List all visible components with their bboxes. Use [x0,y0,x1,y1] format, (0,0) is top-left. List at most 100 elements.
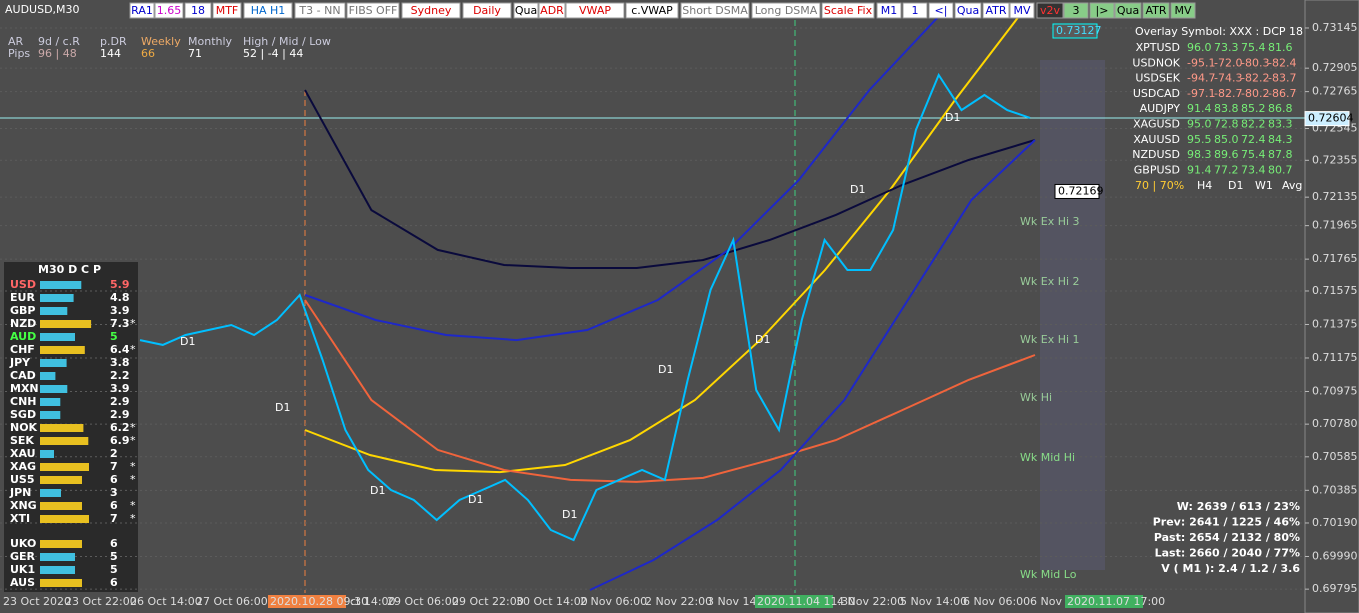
price-marker-box [1054,183,1100,199]
toolbar-button-label[interactable]: MTF [216,4,239,17]
zone-label: Wk Ex Hi 1 [1020,333,1080,346]
toolbar-button-label[interactable]: Long DSMA [755,4,818,17]
toolbar-button-label[interactable]: MV [1013,4,1030,17]
toolbar-button-label[interactable]: M1 [881,4,898,17]
overlay-value: 75.4 [1241,148,1266,161]
toolbar-button-label[interactable]: 18 [191,4,205,17]
overlay-value: -82.2 [1241,72,1269,85]
toolbar-button-label[interactable]: Daily [473,4,501,17]
toolbar-button-label[interactable]: Qua [515,4,537,17]
strength-symbol: GBP [10,304,35,317]
strength-bar [40,437,89,445]
strength-symbol: XAU [10,447,36,460]
toolbar-button[interactable] [1036,2,1064,19]
toolbar-button[interactable] [212,2,242,19]
overlay-value: -82.7 [1214,87,1242,100]
toolbar-button[interactable] [129,2,155,19]
toolbar-button-label[interactable]: <| [935,4,948,17]
toolbar-button[interactable] [243,2,293,19]
toolbar-button[interactable] [928,2,954,19]
curve [589,139,1036,591]
toolbar-button[interactable] [1170,2,1196,19]
overlay-symbol: XAGUSD [1133,118,1180,131]
toolbar-button[interactable] [184,2,212,19]
toolbar-button[interactable] [1114,2,1142,19]
y-tick-label: 0.69795 [1312,582,1358,595]
toolbar-button[interactable] [538,2,566,19]
toolbar-button[interactable] [154,2,184,19]
overlay-value: -86.7 [1268,87,1296,100]
toolbar-button[interactable] [1009,2,1035,19]
toolbar-button[interactable] [1142,2,1170,19]
info-header: AR [8,35,24,48]
stat-line: Prev: 2641 / 1225 / 46% [1153,516,1300,529]
toolbar-button-label[interactable]: RA1 [131,4,153,17]
strength-symbol: SGD [10,408,36,421]
toolbar-button-label[interactable]: MV [1174,4,1191,17]
overlay-value: 72.8 [1214,118,1239,131]
toolbar-button[interactable] [346,2,400,19]
toolbar-button-label[interactable]: Qua [1117,4,1139,17]
toolbar-button[interactable] [902,2,928,19]
toolbar-button[interactable] [513,2,539,19]
overlay-value: 84.3 [1268,133,1293,146]
toolbar-button-label[interactable]: c.VWAP [631,4,673,17]
toolbar-button-label[interactable]: T3 - NN [298,4,340,17]
info-value: 66 [141,47,155,60]
y-tick-label: 0.72905 [1312,61,1358,74]
toolbar-button[interactable] [625,2,679,19]
overlay-value: 91.4 [1187,163,1212,176]
strength-title: M30 D C P [38,263,101,276]
toolbar-button-label[interactable]: Short DSMA [682,4,748,17]
strength-bar [40,294,74,302]
toolbar-button[interactable] [680,2,750,19]
d1-label: D1 [275,401,290,414]
overlay-value: 96.0 [1187,41,1212,54]
toolbar-button-label[interactable]: FIBS OFF [349,4,398,17]
x-tick-label: 2 Nov 06:00 [580,595,647,608]
strength-bar [40,515,89,523]
toolbar-button-label[interactable]: 1.65 [157,4,182,17]
toolbar-button-label[interactable]: HA H1 [251,4,286,17]
toolbar-button[interactable] [751,2,821,19]
overlay-value: -80.3 [1241,56,1269,69]
toolbar-button-label[interactable]: Sydney [411,4,452,17]
strength-symbol: GER [10,550,36,563]
strength-value: 7 [110,512,118,525]
toolbar-button-label[interactable]: ATR [985,4,1006,17]
strength-value: 4.8 [110,291,130,304]
toolbar-button[interactable] [821,2,875,19]
toolbar-button[interactable] [1089,2,1115,19]
toolbar-button-label[interactable]: VWAP [579,4,611,17]
strength-bar [40,372,56,380]
toolbar-button[interactable] [294,2,346,19]
toolbar-button[interactable] [401,2,461,19]
overlay-footer: Avg [1282,179,1302,192]
toolbar-button-label[interactable]: ADR [540,4,564,17]
toolbar-button-label[interactable]: 1 [912,4,919,17]
overlay-value: 89.6 [1214,148,1239,161]
x-tick-label: 2020.11.04 11:30 [757,595,855,608]
toolbar-button-label[interactable]: 3 [1073,4,1080,17]
y-tick-label: 0.73145 [1312,21,1358,34]
toolbar-button[interactable] [982,2,1010,19]
toolbar-button[interactable] [954,2,982,19]
toolbar-button-label[interactable]: |> [1096,4,1109,17]
toolbar-button[interactable] [876,2,902,19]
toolbar-button[interactable] [565,2,625,19]
toolbar-button-label[interactable]: Qua [957,4,979,17]
x-tick-label: 2 Nov 22:00 [645,595,712,608]
strength-value: 3.9 [110,304,130,317]
toolbar-button-label[interactable]: ATR [1145,4,1166,17]
info-value: 144 [100,47,121,60]
toolbar-button[interactable] [462,2,512,19]
toolbar-button[interactable] [1063,2,1089,19]
curve [304,89,1036,269]
zone-label: Wk Hi [1020,391,1052,404]
stat-line: Past: 2654 / 2132 / 80% [1154,531,1300,544]
strength-bar [40,463,89,471]
toolbar-button-label[interactable]: v2v [1040,4,1061,17]
toolbar-button-label[interactable]: Scale Fix [824,4,873,17]
overlay-symbol: XPTUSD [1136,41,1180,54]
overlay-value: 77.2 [1214,163,1239,176]
